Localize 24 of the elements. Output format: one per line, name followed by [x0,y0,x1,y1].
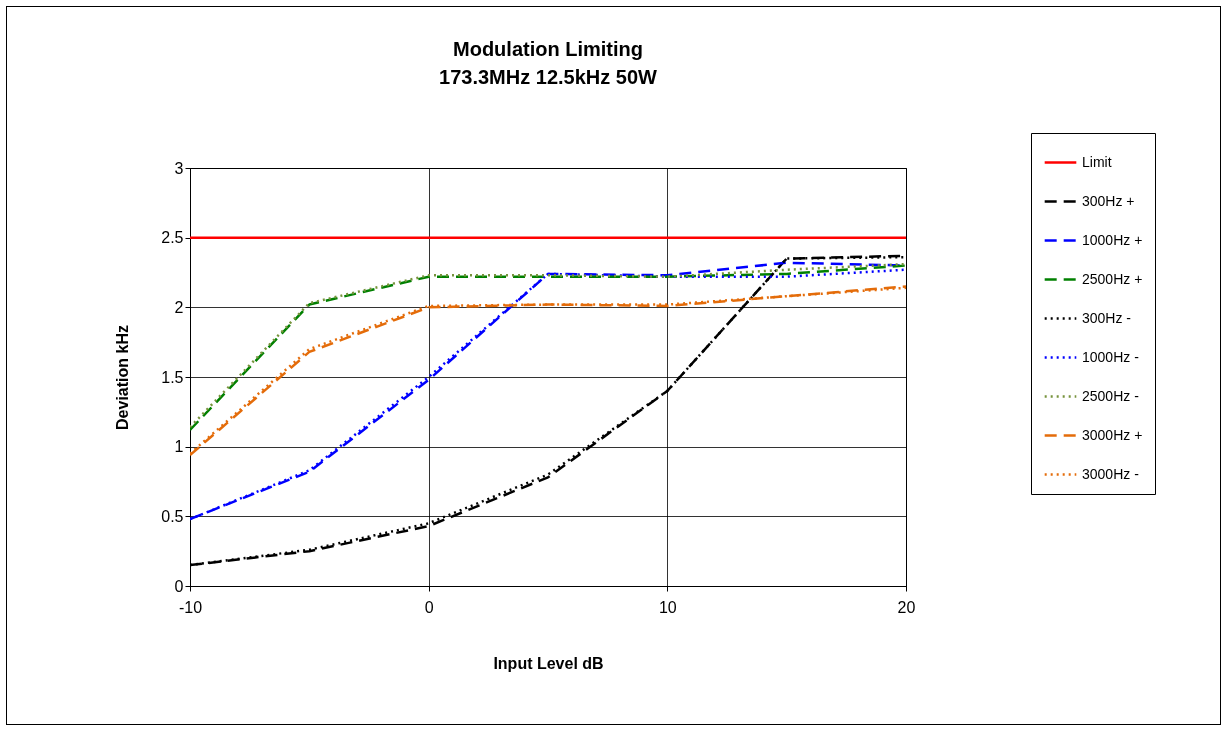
x-tick-label: -10 [178,598,203,616]
legend-label: 3000Hz - [1082,465,1140,482]
x-axis-title: Input Level dB [493,654,604,672]
legend-label: 300Hz - [1082,309,1132,326]
legend-label: 2500Hz + [1082,270,1143,287]
legend-label: 3000Hz + [1082,426,1143,443]
text: Modulation Limiting [453,37,643,60]
y-tick-label: 3 [174,159,184,177]
x-tick-label: 10 [658,598,677,616]
y-tick-label: 0 [174,577,184,595]
text: 173.3MHz 12.5kHz 50W [439,65,657,88]
y-tick-label: 2 [174,298,184,316]
legend-label: 2500Hz - [1082,387,1140,404]
x-tick-label: 0 [424,598,434,616]
y-axis-title: Deviation kHz [114,325,132,430]
y-tick-label: 2.5 [161,229,184,247]
y-tick-label: 1 [174,438,184,456]
legend-label: 1000Hz - [1082,348,1140,365]
legend-label: Limit [1082,153,1112,170]
legend-label: 1000Hz + [1082,231,1143,248]
y-tick-label: 1.5 [161,368,184,386]
x-tick-label: 20 [897,598,916,616]
legend-label: 300Hz + [1082,192,1135,209]
y-tick-label: 0.5 [161,507,184,525]
